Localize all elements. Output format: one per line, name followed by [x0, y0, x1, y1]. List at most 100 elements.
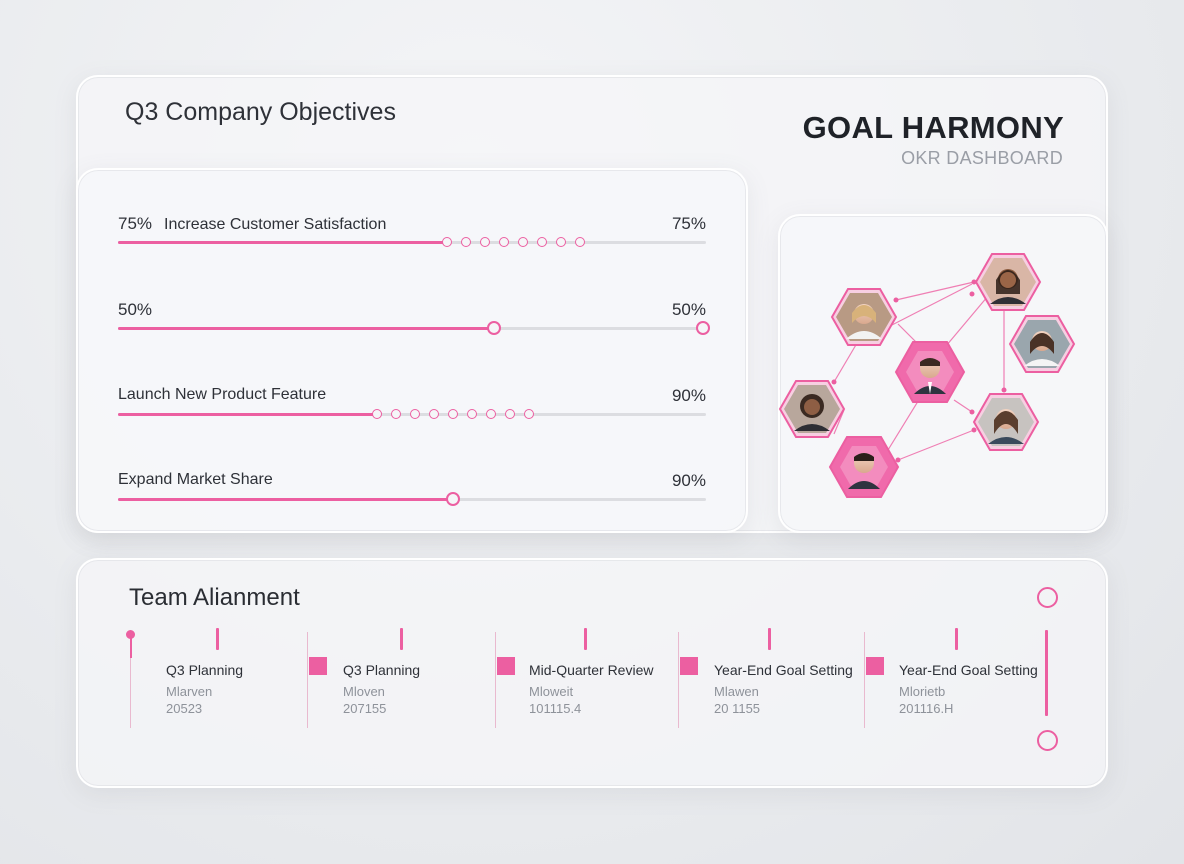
- progress-dot: [390, 409, 401, 419]
- timeline-tick: [955, 628, 958, 650]
- objective-percent: 75%: [671, 214, 706, 233]
- timeline-milestone[interactable]: Mid-Quarter Review Mloweit 101115.4: [495, 628, 675, 728]
- avatar-hex[interactable]: [828, 436, 900, 498]
- network-node: [969, 291, 975, 297]
- milestone-date: 20 1155: [714, 701, 761, 716]
- brand-subtitle: OKR DASHBOARD: [901, 148, 1063, 168]
- progress-dot: [466, 409, 477, 419]
- progress-track: [118, 237, 706, 247]
- objective-percent: 90%: [671, 386, 706, 405]
- milestone-date: 207155: [343, 701, 387, 716]
- progress-dot: [480, 237, 491, 247]
- network-edge: [897, 429, 975, 461]
- network-node: [969, 409, 975, 415]
- progress-dot: [447, 409, 458, 419]
- team-alignment-panel: [76, 558, 1108, 788]
- progress-dot: [537, 237, 548, 247]
- progress-knob[interactable]: [487, 321, 502, 335]
- network-node: [893, 297, 899, 303]
- timeline-start-dot: [126, 630, 135, 639]
- timeline-divider: [495, 632, 496, 728]
- milestone-owner: Mloweit: [529, 684, 574, 699]
- objective-label: 50%: [118, 300, 164, 320]
- progress-track: [118, 409, 706, 419]
- timeline-milestone[interactable]: Q3 Planning Mloven 207155: [307, 628, 487, 728]
- progress-dot: [409, 409, 420, 419]
- objective-percent: 50%: [671, 300, 706, 319]
- network-node: [1001, 387, 1007, 393]
- timeline-scroll-down-handle[interactable]: [1037, 730, 1058, 751]
- objective-prefix: 75%: [118, 214, 153, 233]
- timeline-divider: [307, 632, 308, 728]
- timeline-end-marker: [1045, 630, 1048, 716]
- network-node: [971, 427, 977, 433]
- timeline-divider: [130, 632, 131, 728]
- progress-dots: [371, 409, 534, 419]
- milestone-owner: Mloven: [343, 684, 385, 699]
- timeline-milestone[interactable]: Year-End Goal Setting Mlorietb 201116.H: [864, 628, 1044, 728]
- timeline-tick: [584, 628, 587, 650]
- objective-title: Increase Customer Satisfaction: [164, 216, 387, 233]
- milestone-date: 101115.4: [529, 701, 582, 716]
- milestone-name: Q3 Planning: [343, 662, 421, 678]
- network-edge: [953, 399, 973, 413]
- avatar-hex[interactable]: [830, 288, 898, 346]
- timeline-tick: [400, 628, 403, 650]
- timeline-tick: [768, 628, 771, 650]
- avatar-hex[interactable]: [1008, 315, 1076, 373]
- objective-label: Launch New Product Feature: [118, 386, 326, 404]
- progress-knob[interactable]: [446, 492, 461, 506]
- team-alignment-title: Team Alianment: [129, 584, 300, 611]
- objective-row[interactable]: Expand Market Share 90%: [118, 471, 706, 511]
- milestone-name: Year-End Goal Setting: [899, 662, 1038, 678]
- objective-title: Launch New Product Feature: [118, 386, 327, 403]
- objective-percent: 90%: [671, 471, 706, 490]
- objective-prefix: 50%: [118, 300, 153, 319]
- progress-dot: [499, 237, 510, 247]
- milestone-marker-icon: [680, 657, 698, 675]
- timeline-tick: [216, 628, 219, 650]
- progress-dot: [485, 409, 496, 419]
- progress-dot: [575, 237, 586, 247]
- milestone-name: Q3 Planning: [166, 662, 244, 678]
- network-edge: [889, 283, 973, 327]
- timeline-milestone[interactable]: Q3 Planning Mlarven 20523: [126, 628, 310, 728]
- progress-dot: [428, 409, 439, 419]
- milestone-owner: Mlorietb: [899, 684, 946, 699]
- timeline-divider: [678, 632, 679, 728]
- objective-row[interactable]: Launch New Product Feature 90%: [118, 386, 706, 426]
- brand-title: GOAL HARMONY: [802, 110, 1064, 145]
- page-title: Q3 Company Objectives: [125, 98, 396, 126]
- progress-fill: [118, 413, 377, 416]
- progress-fill: [118, 241, 448, 244]
- progress-fill: [118, 327, 495, 330]
- progress-end-knob[interactable]: [696, 321, 710, 335]
- network-edge: [895, 281, 975, 301]
- avatar-hex[interactable]: [894, 341, 966, 403]
- progress-track: [118, 492, 706, 506]
- objective-row[interactable]: 75% Increase Customer Satisfaction 75%: [118, 214, 706, 254]
- timeline-start-marker: [130, 636, 132, 658]
- milestone-name: Mid-Quarter Review: [529, 662, 654, 678]
- objective-title: Expand Market Share: [118, 471, 273, 488]
- avatar-hex[interactable]: [778, 380, 846, 438]
- network-edge: [833, 409, 845, 435]
- progress-dot: [442, 237, 453, 247]
- timeline-scroll-up-handle[interactable]: [1037, 587, 1058, 608]
- milestone-owner: Mlawen: [714, 684, 759, 699]
- milestone-date: 201116.H: [899, 701, 954, 716]
- progress-dot: [371, 409, 382, 419]
- avatar-hex[interactable]: [972, 393, 1040, 451]
- progress-track: [118, 321, 710, 335]
- milestone-marker-icon: [866, 657, 884, 675]
- objective-label: Expand Market Share: [118, 471, 273, 489]
- objective-row[interactable]: 50% 50%: [118, 300, 710, 340]
- milestone-marker-icon: [309, 657, 327, 675]
- timeline-milestone[interactable]: Year-End Goal Setting Mlawen 20 1155: [678, 628, 858, 728]
- progress-dot: [504, 409, 515, 419]
- avatar-hex[interactable]: [974, 253, 1042, 311]
- milestone-marker-icon: [497, 657, 515, 675]
- progress-dot: [461, 237, 472, 247]
- milestone-owner: Mlarven: [166, 684, 213, 699]
- objectives-card: [76, 168, 748, 533]
